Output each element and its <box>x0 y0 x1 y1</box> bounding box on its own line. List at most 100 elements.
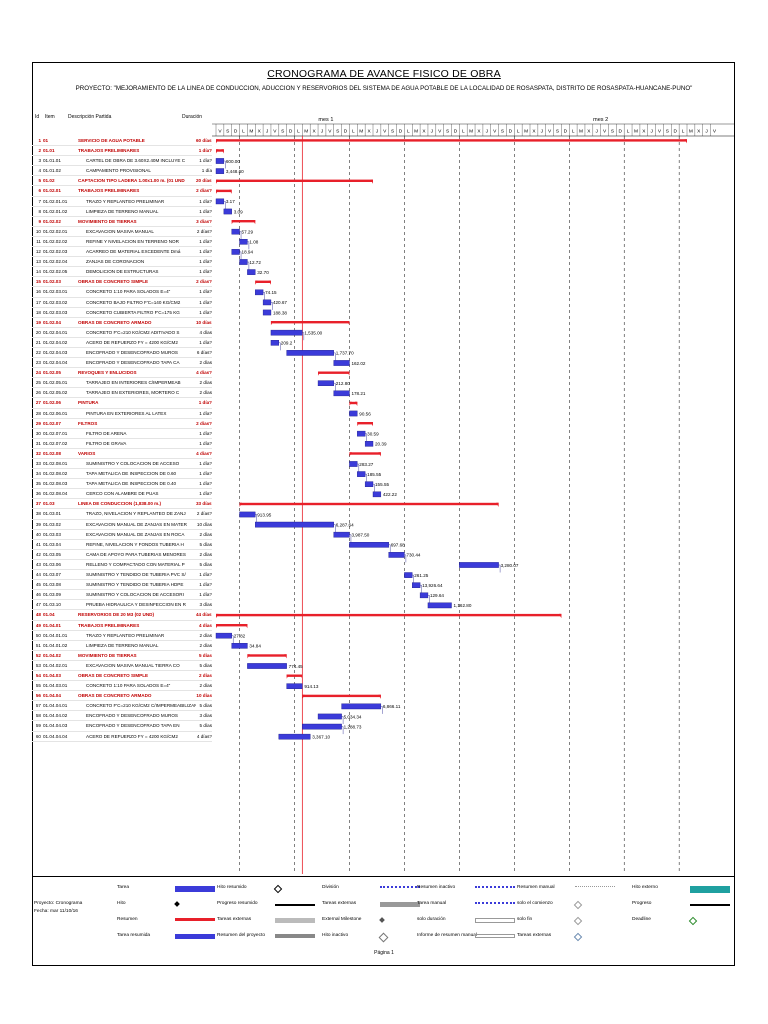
table-row[interactable]: 29 01.02.07 FILTROS 2 días? <box>32 419 212 429</box>
table-row[interactable]: 11 01.02.02.02 REFINE Y NIVELACION EN TERR… <box>32 237 212 248</box>
table-row[interactable]: 27 01.02.06 PINTURA 1 día? <box>32 398 212 409</box>
table-row[interactable]: 2 01.01 TRABAJOS PRELIMINARES 1 día? <box>32 146 212 157</box>
table-row[interactable]: 24 01.02.05 REVOQUES Y ENLUCIDOS 4 días? <box>32 368 212 379</box>
table-row[interactable]: 58 01.04.04.02 ENCOFRADO Y DESENCOFRADO MU… <box>32 711 212 722</box>
table-row[interactable]: 23 01.02.04.04 ENCOFRADO Y DESENCOFRADO TA… <box>32 358 212 369</box>
table-row[interactable]: 51 01.04.01.02 LIMPIEZA DE TERRENO MANUAL 2… <box>32 641 212 651</box>
table-row[interactable]: 52 01.04.02 MOVIMIENTO DE TIERRAS 5 días <box>32 651 212 661</box>
table-row[interactable]: 15 01.02.03 OBRAS DE CONCRETO SIMPLE 2 días… <box>32 277 212 288</box>
table-row[interactable]: 21 01.02.04.02 ACERO DE REFUERZO FY = 4200… <box>32 338 212 348</box>
table-row[interactable]: 14 01.02.02.05 DEMOLICION DE ESTRUCTURAS 1 … <box>32 267 212 278</box>
table-row[interactable]: 4 01.01.02 CAMPAMENTO PROVISIONAL 1 día <box>32 166 212 177</box>
table-row[interactable]: 20 01.02.04.01 CONCRETO F'C=210 KG/CM2 ADI… <box>32 328 212 338</box>
table-row[interactable]: 37 01.03 LINEA DE CONDUCCION (1,838.00 m.)… <box>32 499 212 510</box>
day-label: J <box>650 129 653 135</box>
table-row[interactable]: 5 01.02 CAPTACION TIPO LADERA 1.00x1.00 m.… <box>32 176 212 187</box>
table-row[interactable]: 31 01.02.07.02 FILTRO DE GRAVA 1 día? <box>32 439 212 449</box>
table-row[interactable]: 101 SERVICIO DE AGUA POTABLE 60 días? <box>32 136 212 147</box>
table-row[interactable]: 3 01.01.01 CARTEL DE OBRA DE 3.60X2.40M IN… <box>32 156 212 167</box>
task-id: 36 <box>35 491 41 497</box>
table-row[interactable]: 40 01.03.03 EXCAVACION MANUAL DE ZANJAS EN… <box>32 530 212 540</box>
task-description: LIMPIEZA DE TERRENO MANUAL <box>86 208 159 214</box>
task-description: SERVICIO DE AGUA POTABLE <box>78 138 145 143</box>
table-row[interactable]: 35 01.02.08.03 TAPA METALICA DE INSPECCION… <box>32 479 212 490</box>
table-row[interactable]: 47 01.03.10 PRUEBA HIDRAULICA Y DESINFECCI… <box>32 600 212 611</box>
task-bar-label: 18.94 <box>242 250 254 255</box>
dependency-link <box>341 726 344 735</box>
table-row[interactable]: 56 01.04.04 OBRAS DE CONCRETO ARMADO 10 día… <box>32 691 212 702</box>
task-id: 17 <box>35 299 41 305</box>
task-id: 49 <box>35 622 41 628</box>
summary-bar-start-cap <box>270 321 274 326</box>
table-row[interactable]: 25 01.02.05.01 TARRAJEO EN INTERIORES C/IM… <box>32 378 212 389</box>
table-row[interactable]: 48 01.04 RESERVORIOS DE 20 M3 (02 UND) 44 d… <box>32 610 212 621</box>
table-row[interactable]: 32 01.02.08 VARIOS 4 días? <box>32 449 212 459</box>
table-row[interactable]: 44 01.03.07 SUMINISTRO Y TENDIDO DE TUBERI… <box>32 570 212 581</box>
table-row[interactable]: 9 01.02.02 MOVIMIENTO DE TIERRAS 3 días? <box>32 217 212 227</box>
task-bar-label: 32.70 <box>257 270 269 275</box>
table-row[interactable]: 54 01.04.03 OBRAS DE CONCRETO SIMPLE 2 días <box>32 671 212 682</box>
summary-bar <box>216 179 373 182</box>
table-row[interactable]: 33 01.02.08.01 SUMINISTRO Y COLOCACION DE … <box>32 459 212 470</box>
table-row[interactable]: 38 01.03.01 TRAZO, NIVELACION Y REPLANTEO … <box>32 509 212 520</box>
task-bar <box>349 461 358 467</box>
task-id: 54 <box>35 672 41 678</box>
table-row[interactable]: 10 01.02.02.01 EXCAVACION MASIVA MANUAL 2 d… <box>32 227 212 237</box>
dependency-link <box>247 261 250 270</box>
table-row[interactable]: 41 01.03.04 REFINE, NIVELACION Y FONDOS TU… <box>32 540 212 550</box>
table-row[interactable]: 45 01.03.08 SUMINISTRO Y TENDIDO DE TUBERI… <box>32 580 212 591</box>
table-row[interactable]: 42 01.03.05 CAMA DE APOYO PARA TUBERIAS ME… <box>32 550 212 560</box>
task-bar <box>262 299 272 306</box>
table-row[interactable]: 39 01.03.02 EXCAVACION MANUAL DE ZANJAS EN… <box>32 520 212 530</box>
dependency-link <box>365 473 367 482</box>
table-row[interactable]: 50 01.04.01.01 TRAZO Y REPLANTEO PRELIMINA… <box>32 631 212 641</box>
table-row[interactable]: 36 01.02.08.04 CERCO CON ALAMBRE DE PUAS 1 … <box>32 489 212 500</box>
table-header: Id Item Descripción Partida Duración <box>32 112 735 122</box>
task-item: 01.04.01.02 <box>43 642 68 648</box>
task-duration: 5 días <box>199 723 212 729</box>
table-row[interactable]: 6 01.02.01 TRABAJOS PRELIMINARES 2 días? <box>32 186 212 197</box>
task-description: TRAZO, NIVELACION Y REPLANTEO DE ZANJ <box>86 511 186 517</box>
task-bar-label: 12.72 <box>249 260 261 265</box>
table-row[interactable]: 43 01.03.06 RELLENO Y COMPACTADO CON MATER… <box>32 560 212 571</box>
dependency-link <box>365 433 367 442</box>
day-label: L <box>627 129 630 135</box>
task-bar <box>247 269 256 275</box>
day-label: V <box>493 129 497 135</box>
table-row[interactable]: 16 01.02.03.01 CONCRETO 1:10 PARA SOLADOS … <box>32 287 212 298</box>
table-row[interactable]: 53 01.04.02.01 EXCAVACION MASIVA MANUAL TI… <box>32 661 212 671</box>
table-row[interactable]: 26 01.02.05.02 TARRAJEO EN EXTERIORES, MOR… <box>32 388 212 399</box>
table-row[interactable]: 60 01.04.04.04 ACERO DE REFUERZO FY = 4200… <box>32 732 212 742</box>
task-bar-label: 261.25 <box>414 573 428 578</box>
table-row[interactable]: 57 01.04.04.01 CONCRETO F'C=210 KG/CM2 C/I… <box>32 701 212 712</box>
summary-bar <box>216 139 687 142</box>
table-row[interactable]: 59 01.04.04.03 ENCOFRADO Y DESENCOFRADO TA… <box>32 721 212 732</box>
task-bar <box>357 471 366 477</box>
task-duration: 1 día? <box>199 289 212 295</box>
day-label: V <box>438 129 442 135</box>
task-duration: 1 día? <box>199 309 212 315</box>
document-subtitle: PROYECTO: "MEJORAMIENTO DE LA LINEA DE C… <box>75 85 693 92</box>
table-row[interactable]: 55 01.04.03.01 CONCRETO 1:10 PARA SOLADOS … <box>32 681 212 692</box>
table-row[interactable]: 17 01.02.03.02 CONCRETO BAJO FILTRO F'C=14… <box>32 298 212 308</box>
table-row[interactable]: 30 01.02.07.01 FILTRO DE ARENA 1 día? <box>32 429 212 439</box>
task-id: 47 <box>35 602 41 608</box>
day-label: S <box>281 129 284 135</box>
table-row[interactable]: 8 01.02.01.02 LIMPIEZA DE TERRENO MANUAL 1 … <box>32 207 212 217</box>
table-row[interactable]: 22 01.02.04.03 ENCOFRADO Y DESENCOFRADO MU… <box>32 348 212 359</box>
table-row[interactable]: 13 01.02.02.04 ZANJAS DE CORONACION 1 día? <box>32 257 212 268</box>
table-row[interactable]: 28 01.02.06.01 PINTURA EN EXTERIORES AL LA… <box>32 409 212 419</box>
table-row[interactable]: 34 01.02.08.02 TAPA METALICA DE INSPECCION… <box>32 469 212 480</box>
task-duration: 33 días? <box>196 501 212 507</box>
table-row[interactable]: 49 01.04.01 TRABAJOS PRELIMINARES 4 días <box>32 621 212 631</box>
task-id: 25 <box>35 380 41 386</box>
table-row[interactable]: 46 01.03.09 SUMINISTRO Y COLOCACION DE ACC… <box>32 590 212 601</box>
day-label: J <box>486 129 489 135</box>
table-row[interactable]: 19 01.02.04 OBRAS DE CONCRETO ARMADO 10 día… <box>32 318 212 328</box>
table-row[interactable]: 18 01.02.03.03 CONCRETO CUBIERTA FILTRO F'… <box>32 308 212 318</box>
task-item: 01.04 <box>43 612 55 618</box>
table-row[interactable]: 7 01.02.01.01 TRAZO Y REPLANTEO PRELIMINAR… <box>32 197 212 207</box>
task-bar <box>231 643 248 649</box>
task-description: OBRAS DE CONCRETO ARMADO <box>78 319 152 325</box>
table-row[interactable]: 12 01.02.02.03 ACARREO DE MATERIAL EXCEDEN… <box>32 247 212 258</box>
